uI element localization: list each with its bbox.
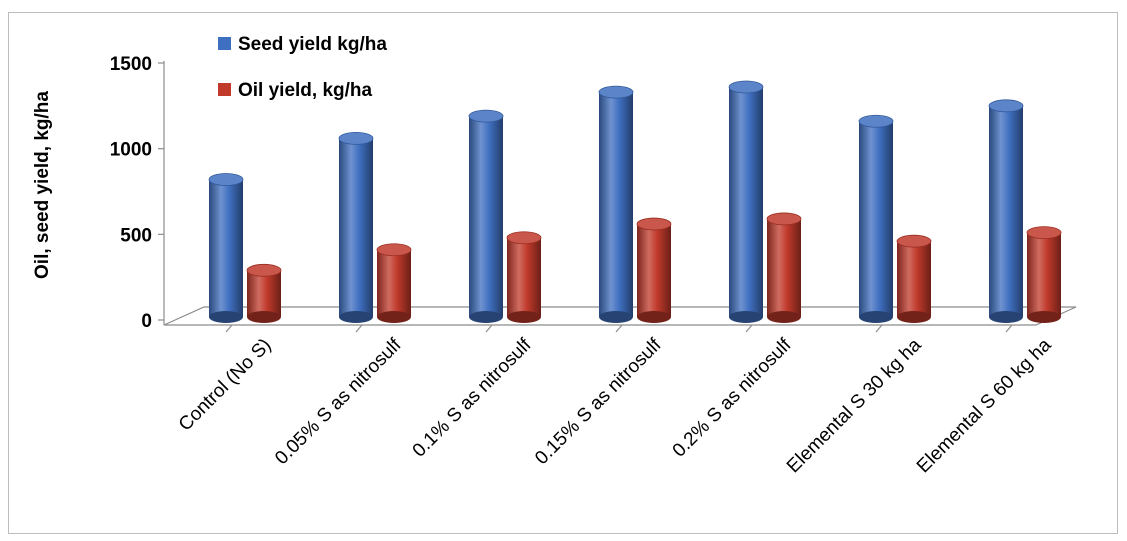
bar <box>338 131 374 323</box>
bar-body <box>989 105 1023 317</box>
bar-body <box>859 121 893 318</box>
bar <box>376 243 412 323</box>
bar-base <box>989 311 1023 323</box>
x-tick-mark <box>485 324 493 333</box>
bar-body <box>1027 232 1061 317</box>
y-axis-label: Oil, seed yield, kg/ha <box>32 91 53 279</box>
bar-cap <box>636 217 672 231</box>
bar-base <box>1027 311 1061 323</box>
bar <box>896 234 932 323</box>
bar-body <box>507 237 541 317</box>
y-tick-label: 1500 <box>110 54 152 75</box>
bar-cap <box>208 173 244 186</box>
bar <box>246 263 282 323</box>
bar-body <box>729 86 763 317</box>
bar-base <box>897 311 931 323</box>
bar-base <box>767 311 801 323</box>
bar-base <box>599 311 633 323</box>
bar-cap <box>896 234 932 248</box>
x-tick-label: Elemental S 60 kg ha <box>913 334 1056 477</box>
bar-cap <box>506 231 542 245</box>
bar-cap <box>376 243 412 257</box>
bar-cap <box>766 212 802 226</box>
y-tick-label: 1000 <box>110 140 152 161</box>
x-tick-mark <box>875 324 883 333</box>
bar <box>598 85 634 323</box>
bar <box>766 212 802 323</box>
y-tick-label: 0 <box>141 311 152 332</box>
bar-body <box>599 92 633 317</box>
bar <box>728 80 764 323</box>
bar-body <box>767 218 801 317</box>
bar-cap <box>728 80 764 94</box>
x-tick-mark <box>1005 324 1013 333</box>
bar-body <box>377 249 411 317</box>
bar-base <box>339 311 373 323</box>
bar-body <box>247 270 281 317</box>
bar-base <box>507 311 541 323</box>
x-tick-label: 0.05% S as nitrosulf <box>271 334 406 469</box>
x-tick-mark <box>745 324 753 333</box>
x-tick-label: 0.1% S as nitrosulf <box>409 334 536 461</box>
bar-base <box>469 311 503 323</box>
bar-cap <box>988 99 1024 113</box>
bar-body <box>469 116 503 317</box>
legend-swatch <box>218 37 231 50</box>
bar-cap <box>1026 226 1062 240</box>
x-tick-mark <box>355 324 363 333</box>
bar-cap <box>468 109 504 123</box>
bar <box>468 109 504 323</box>
x-tick-label: 0.15% S as nitrosulf <box>531 334 666 469</box>
bar-base <box>377 311 411 323</box>
bar-body <box>209 179 243 317</box>
legend-label: Seed yield kg/ha <box>238 34 387 55</box>
bar-cap <box>858 114 894 128</box>
bar-base <box>859 311 893 323</box>
bar <box>988 99 1024 323</box>
bar-base <box>209 311 243 323</box>
bar-body <box>339 138 373 317</box>
x-tick-mark <box>225 324 233 333</box>
bar <box>208 173 244 323</box>
bar <box>506 231 542 323</box>
bar-body <box>637 224 671 317</box>
legend-swatch <box>218 83 231 96</box>
y-tick-label: 500 <box>120 225 152 246</box>
chart-frame <box>8 12 1118 534</box>
bar <box>858 114 894 323</box>
x-tick-label: Elemental S 30 kg ha <box>783 334 926 477</box>
bar-base <box>637 311 671 323</box>
x-tick-label: 0.2% S as nitrosulf <box>669 334 796 461</box>
x-tick-label: Control (No S) <box>175 335 276 436</box>
bar-cap <box>338 131 374 145</box>
x-tick-mark <box>615 324 623 333</box>
legend-label: Oil yield, kg/ha <box>238 80 373 101</box>
bar-cap <box>246 263 282 277</box>
bar-base <box>247 311 281 323</box>
bar-base <box>729 311 763 323</box>
bar-cap <box>598 85 634 99</box>
bar <box>636 217 672 323</box>
bar-body <box>897 241 931 317</box>
bar <box>1026 226 1062 323</box>
